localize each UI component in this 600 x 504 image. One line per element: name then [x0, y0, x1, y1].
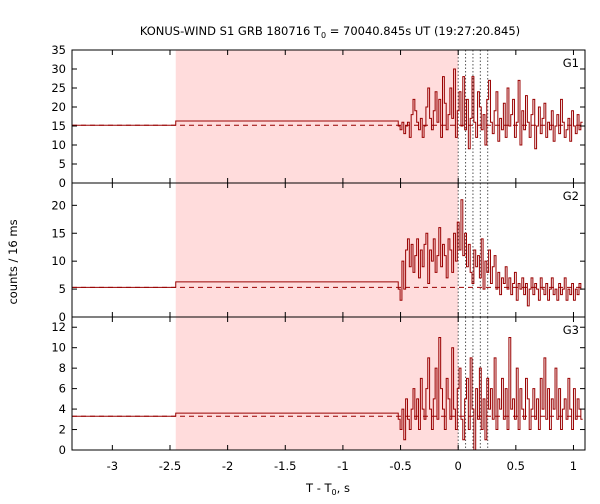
y-tick-label: 0 — [59, 310, 66, 324]
chart-title-rest: = 70040.845s UT (19:27:20.845) — [326, 24, 520, 38]
x-tick-label: -1 — [337, 459, 348, 473]
x-tick-label: 0.5 — [507, 459, 525, 473]
chart-title-main: KONUS-WIND S1 GRB 180716 T — [140, 24, 322, 38]
chart-title: KONUS-WIND S1 GRB 180716 T0 = 70040.845s… — [140, 24, 520, 40]
panel-label: G1 — [563, 56, 579, 70]
x-tick-label: -2 — [222, 459, 233, 473]
light-curve-series — [72, 336, 583, 450]
panel-label: G3 — [563, 323, 579, 337]
shaded-interval — [175, 317, 459, 450]
y-tick-label: 35 — [51, 43, 66, 57]
x-tick-label: -2.5 — [159, 459, 181, 473]
y-tick-label: 5 — [59, 157, 66, 171]
x-tick-label: -0.5 — [389, 459, 411, 473]
y-tick-label: 15 — [51, 226, 66, 240]
y-tick-label: 10 — [51, 138, 66, 152]
x-tick-label: 1 — [570, 459, 577, 473]
x-tick-label: -3 — [107, 459, 118, 473]
y-tick-label: 12 — [51, 320, 66, 334]
y-tick-label: 15 — [51, 119, 66, 133]
panel-label: G2 — [563, 189, 579, 203]
light-curve-series — [72, 199, 583, 307]
y-tick-label: 8 — [59, 361, 66, 375]
y-tick-label: 30 — [51, 62, 66, 76]
y-tick-label: 20 — [51, 198, 66, 212]
chart-title-sub: 0 — [321, 31, 326, 40]
y-tick-label: 2 — [59, 423, 66, 437]
y-tick-label: 20 — [51, 100, 66, 114]
y-tick-label: 25 — [51, 81, 66, 95]
panel-g1: 0 5 10 15 20 25 30 35 G1 — [51, 43, 586, 190]
shaded-interval — [175, 50, 459, 183]
x-axis-label-rest: , s — [337, 481, 350, 495]
y-tick-label: 4 — [59, 402, 66, 416]
x-tick-label: 0 — [455, 459, 462, 473]
x-axis-label: T - T0, s — [305, 481, 350, 497]
y-tick-label: 6 — [59, 382, 66, 396]
y-tick-label: 5 — [59, 282, 66, 296]
light-curve-series — [72, 68, 583, 150]
panel-frame — [71, 316, 586, 451]
x-axis: -3 -2.5 -2 -1.5 -1 -0.5 0 0.5 1 — [107, 459, 578, 473]
shaded-interval — [175, 183, 459, 317]
y-tick-label: 0 — [59, 443, 66, 457]
y-tick-label: 10 — [51, 254, 66, 268]
y-axis-label: counts / 16 ms — [6, 219, 20, 304]
y-tick-label: 0 — [59, 176, 66, 190]
panel-g3: 0 2 4 6 8 10 12 G3 — [51, 316, 586, 457]
x-axis-label-main: T - T — [305, 481, 332, 495]
x-tick-label: -1.5 — [274, 459, 296, 473]
panel-g2: 0 5 10 15 20 G2 — [51, 182, 586, 324]
y-tick-label: 10 — [51, 341, 66, 355]
x-axis-label-sub: 0 — [332, 488, 337, 497]
